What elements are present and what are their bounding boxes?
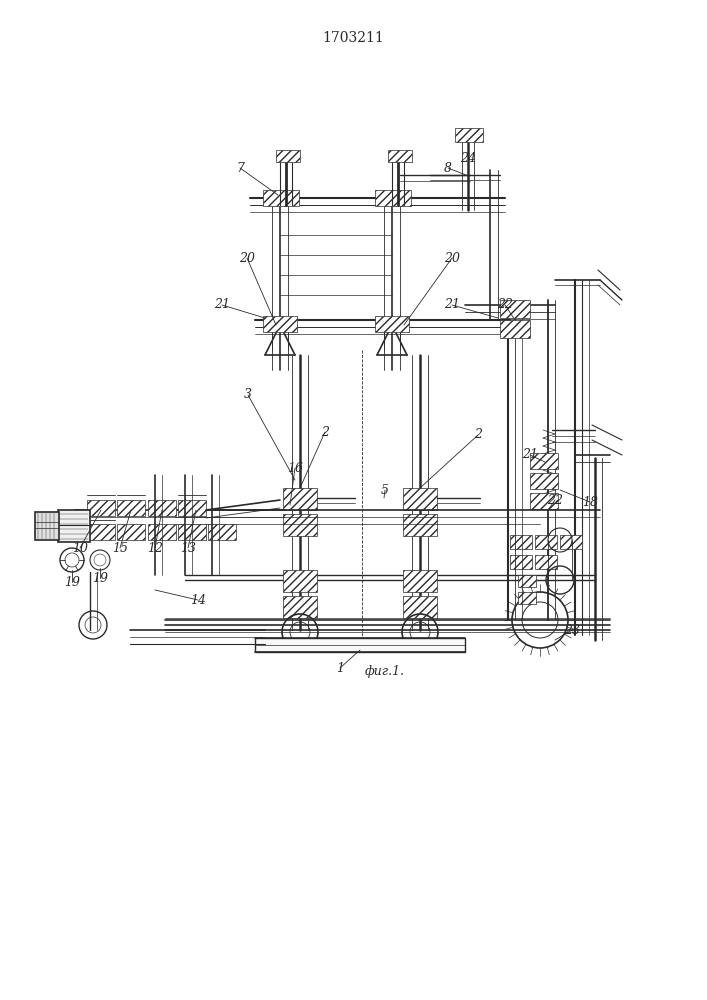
Text: 5: 5 [381,484,389,496]
Bar [518,575,536,587]
Text: 13: 13 [180,542,196,554]
Text: 21: 21 [214,298,230,312]
Bar [510,555,532,569]
Bar [388,150,412,162]
Bar [208,524,236,540]
Bar [403,596,437,618]
Bar [276,150,300,162]
Bar [375,190,411,206]
Text: 2: 2 [321,426,329,438]
Bar [403,514,437,536]
Bar [255,638,465,652]
Text: 14: 14 [190,593,206,606]
Bar [403,488,437,510]
Bar [263,316,297,332]
Bar [35,512,59,540]
Text: 20: 20 [444,251,460,264]
Text: 10: 10 [72,542,88,554]
Bar [530,493,558,509]
Text: 1703211: 1703211 [322,31,384,45]
Text: 12: 12 [147,542,163,554]
Bar [510,535,532,549]
Text: 7: 7 [236,161,244,174]
Text: 2: 2 [474,428,482,442]
Bar [148,500,176,516]
Bar [283,596,317,618]
Text: 1: 1 [336,662,344,674]
Bar [500,300,530,318]
Bar [518,592,536,604]
Text: 21: 21 [522,448,538,462]
Bar [455,128,483,142]
Text: 23: 23 [564,624,580,637]
Bar [87,524,115,540]
Bar [535,535,557,549]
Bar [530,473,558,489]
Bar [117,524,145,540]
Bar [117,500,145,516]
Bar [500,320,530,338]
Bar [178,500,206,516]
Bar [148,524,176,540]
Bar [58,510,90,542]
Bar [530,453,558,469]
Text: 20: 20 [239,251,255,264]
Bar [403,570,437,592]
Text: 8: 8 [444,161,452,174]
Text: 3: 3 [244,388,252,401]
Bar [375,316,409,332]
Text: 19: 19 [92,572,108,584]
Text: фиг.1.: фиг.1. [365,666,405,678]
Text: 24: 24 [460,151,476,164]
Text: 15: 15 [112,542,128,554]
Text: 21: 21 [444,298,460,312]
Bar [263,190,299,206]
Text: 18: 18 [582,495,598,508]
Bar [283,570,317,592]
Bar [178,524,206,540]
Bar [283,488,317,510]
Bar [560,535,582,549]
Text: 19: 19 [64,576,80,588]
Bar [87,500,115,516]
Text: 22: 22 [497,298,513,312]
Bar [535,555,557,569]
Text: 16: 16 [287,462,303,475]
Text: 22: 22 [547,493,563,506]
Bar [283,514,317,536]
